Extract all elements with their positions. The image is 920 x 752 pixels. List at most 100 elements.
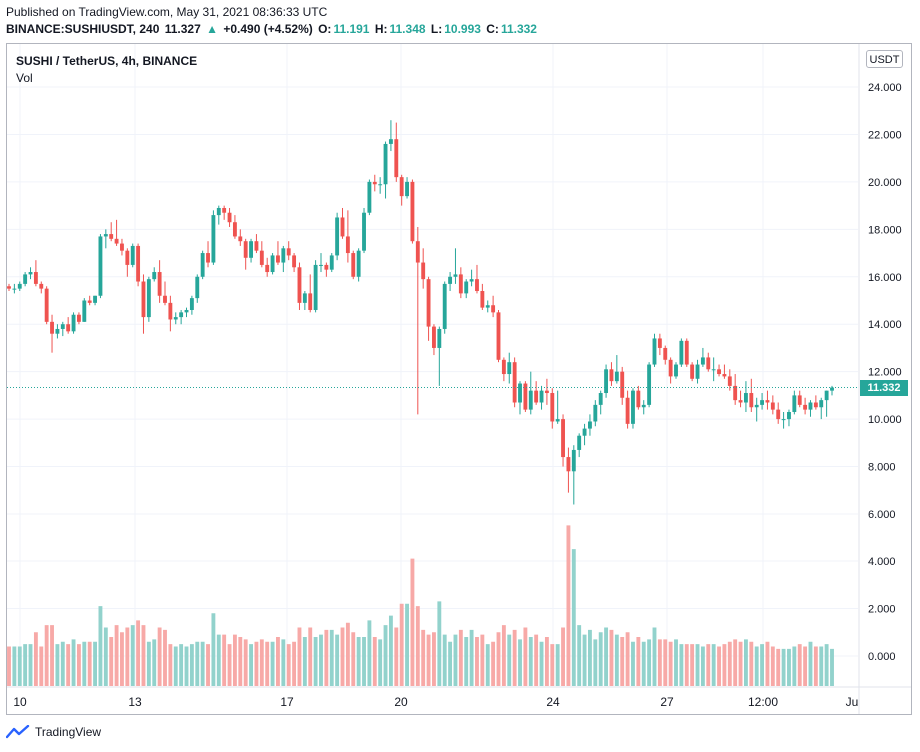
volume-bar [87,641,92,686]
candle-body [227,212,232,223]
candle-body [706,357,711,370]
candle-body [824,390,829,401]
volume-bar [652,627,657,686]
volume-bar [609,629,614,686]
candle-body [362,212,366,251]
volume-bar [674,639,678,686]
candle-body [243,241,248,258]
candle-body [760,400,765,405]
price-tick-label: 14.000 [868,319,902,331]
candle-body [125,250,130,265]
volume-bar [663,639,668,686]
volume-bar [394,627,399,686]
candle-body [512,362,517,403]
volume-bar [657,639,662,686]
time-tick-label: 24 [546,695,560,709]
candle-body [93,295,98,303]
candle-body [819,400,824,408]
time-tick-label: Ju [846,695,859,709]
candle-body [679,340,684,365]
candle-body [620,371,625,398]
volume-bar [534,634,539,686]
volume-bar [743,639,748,686]
volume-bar [518,639,522,686]
volume-bar [491,641,496,686]
candle-body [690,364,695,379]
candle-body [727,376,732,386]
volume-bar [345,622,350,686]
brand-label[interactable]: TradingView [35,725,102,739]
volume-bar [727,641,732,686]
volume-bar [195,641,200,686]
volume-bar [216,634,221,686]
volume-bar [410,558,415,686]
candle-body [749,393,754,408]
candle-body [249,241,253,258]
candle-body [528,390,533,410]
volume-bar [141,625,146,686]
volume-bar [571,549,576,686]
volume-bar [528,637,533,686]
currency-button[interactable]: USDT [866,50,903,68]
candle-body [733,385,738,401]
volume-bar [830,648,834,686]
volume-bar [437,601,442,686]
volume-bar [469,629,474,686]
candle-body [120,243,124,251]
candle-body [211,215,216,263]
volume-bar [50,625,54,686]
candle-body [566,457,571,472]
candle-body [87,300,92,303]
up-arrow-icon: ▲ [206,22,218,36]
candle-body [722,374,727,377]
volume-bar [593,639,598,686]
volume-bar [319,634,323,686]
candle-body [222,207,227,213]
low-value: 10.993 [444,22,481,36]
candle-body [475,279,479,292]
volume-bar [265,641,270,686]
candle-body [501,359,506,375]
time-tick-label: 13 [128,695,142,709]
time-tick-label: 12:00 [748,695,778,709]
candle-body [60,324,65,329]
candle-body [604,369,609,394]
volume-bar [249,644,253,686]
candle-body [259,250,264,265]
last-value: 11.327 [164,22,201,36]
candle-body [437,328,442,348]
candle-body [109,234,114,239]
volume-bar [44,625,49,686]
volume-bar [227,644,232,686]
volume-bar [432,632,436,686]
volume-bar [711,644,716,686]
volume-bar [329,629,334,686]
volume-bar [475,637,479,686]
candle-body [776,409,781,420]
volume-bar [480,634,485,686]
time-tick-label: 17 [280,695,294,709]
candle-body [28,272,33,275]
candle-body [534,390,539,403]
symbol-ohlc-line: BINANCE:SUSHIUSDT, 240 11.327 ▲ +0.490 (… [6,22,539,36]
volume-bar [787,648,791,686]
candle-body [614,371,619,382]
volume-bar [808,641,813,686]
candle-body [711,369,716,371]
candle-body [631,390,635,424]
volume-bar [200,641,205,686]
volume-bar [362,637,366,686]
candle-body [372,181,377,185]
candle-body [442,283,447,329]
candle-body [803,404,808,410]
candle-body [577,435,582,450]
volume-bar [770,646,775,686]
volume-bar [335,634,340,686]
high-value: 11.348 [389,22,426,36]
volume-bar [781,648,786,686]
volume-bar [421,629,426,686]
candle-body [388,139,393,144]
candle-body [146,279,151,318]
volume-bar [292,641,297,686]
